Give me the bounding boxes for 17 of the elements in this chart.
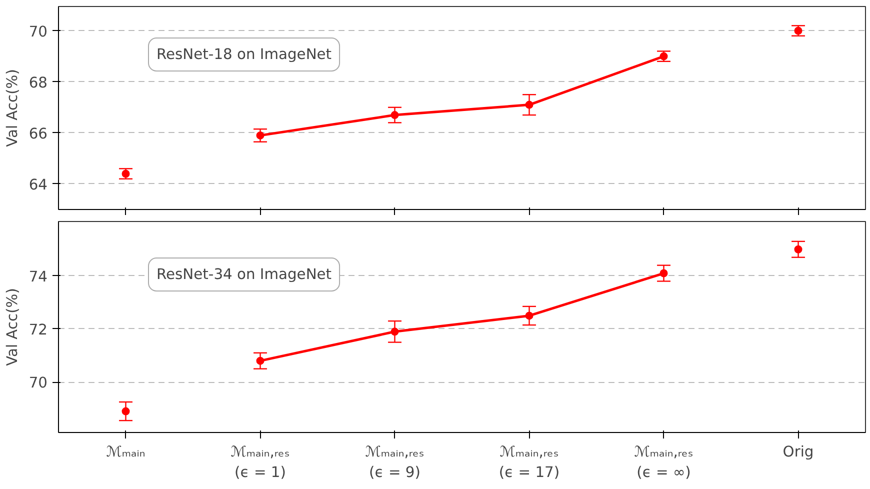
y-tick-label: 74 <box>28 268 48 286</box>
y-tick-label: 72 <box>28 321 48 338</box>
x-tick-label: Orig <box>782 444 814 460</box>
x-tick-label: ℳₘₐᵢₙ <box>106 444 146 460</box>
x-tick-label: ℳₘₐᵢₙ,ᵣₑₛ (ϵ = 17) <box>498 444 560 481</box>
y-axis-title: Val Acc(%) <box>4 288 21 366</box>
y-tick-label: 70 <box>28 374 48 392</box>
y-axis-title: Val Acc(%) <box>4 69 21 147</box>
y-tick-label: 70 <box>28 23 48 40</box>
y-tick-label: 64 <box>28 176 48 194</box>
y-tick-label: 66 <box>28 125 48 142</box>
x-tick-label: ℳₘₐᵢₙ,ᵣₑₛ (ϵ = 9) <box>365 444 424 481</box>
x-tick-label: ℳₘₐᵢₙ,ᵣₑₛ (ϵ = 1) <box>230 444 290 481</box>
annotation: ResNet-18 on ImageNet <box>156 46 332 63</box>
annotation: ResNet-34 on ImageNet <box>156 266 332 283</box>
y-tick-label: 68 <box>28 74 48 92</box>
x-tick-label: ℳₘₐᵢₙ,ᵣₑₛ (ϵ = ∞) <box>634 444 694 481</box>
